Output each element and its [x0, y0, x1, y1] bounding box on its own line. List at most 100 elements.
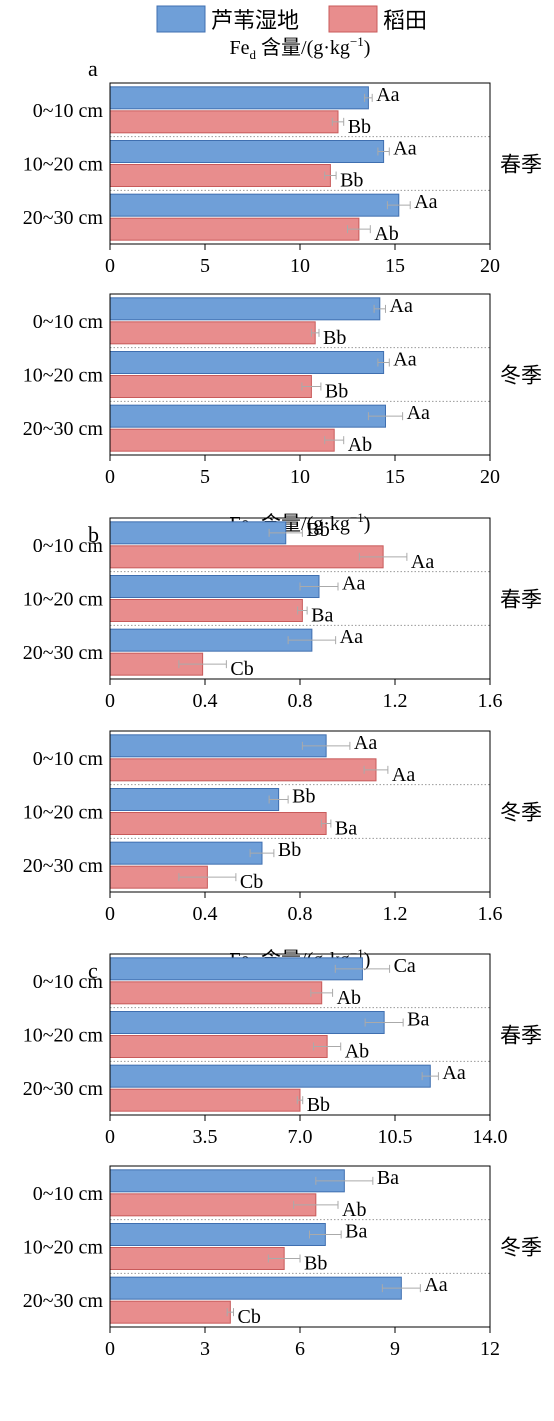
x-tick-label: 0	[105, 690, 115, 712]
category-label: 0~10 cm	[33, 748, 104, 770]
x-tick-label: 14.0	[473, 1126, 508, 1148]
panel-letter: c	[88, 958, 98, 983]
x-tick-label: 0	[105, 466, 115, 488]
x-tick-label: 10.5	[378, 1126, 413, 1148]
x-tick-label: 6	[295, 1338, 305, 1360]
x-tick-label: 20	[480, 466, 500, 488]
bar-reed-wetland	[109, 957, 363, 981]
season-label: 冬季	[500, 364, 542, 388]
x-tick-label: 12	[480, 1338, 500, 1360]
significance-label: Ab	[348, 434, 372, 456]
x-tick-label: 0.4	[193, 903, 218, 925]
season-label: 冬季	[500, 1236, 542, 1260]
category-label: 10~20 cm	[23, 1025, 104, 1047]
chart-title-end: )	[364, 949, 371, 971]
x-tick-label: 0.8	[288, 903, 313, 925]
bar-paddy-field	[109, 981, 323, 1005]
category-label: 10~20 cm	[23, 154, 104, 176]
bar-paddy-field	[109, 812, 327, 835]
bar-paddy-field	[109, 545, 384, 569]
significance-label: Aa	[442, 1062, 465, 1084]
legend-label-reed: 芦苇湿地	[211, 8, 299, 33]
bar-paddy-field	[109, 164, 331, 187]
significance-label: Bb	[292, 786, 315, 808]
bar-reed-wetland	[109, 841, 263, 865]
bar-paddy-field	[109, 1247, 285, 1270]
legend: 芦苇湿地 稻田	[156, 5, 427, 33]
bar-paddy-field	[109, 428, 335, 452]
season-label: 冬季	[500, 801, 542, 825]
chart-panel-2: 0~10 cm Aa Bb 10~20 cm Aa Bb 20~30 cm Aa Ab 0 5 10 1…	[23, 293, 542, 488]
significance-label: Cb	[230, 658, 253, 680]
significance-label: Cb	[240, 871, 263, 893]
significance-label: Ba	[345, 1221, 367, 1243]
bar-reed-wetland	[109, 297, 381, 321]
category-label: 20~30 cm	[23, 642, 104, 664]
category-label: 10~20 cm	[23, 802, 104, 824]
bar-paddy-field	[109, 321, 316, 345]
bar-reed-wetland	[109, 193, 400, 217]
chart-title-subscript: d	[250, 47, 257, 62]
legend-swatch-paddy	[328, 5, 378, 33]
bar-paddy-field	[109, 1088, 301, 1112]
significance-label: Aa	[393, 138, 416, 160]
bar-reed-wetland	[109, 140, 385, 163]
significance-label: Bb	[340, 170, 363, 192]
x-tick-label: 0.8	[288, 690, 313, 712]
significance-label: Bb	[304, 1253, 327, 1275]
chart-panel-4: 0~10 cm Aa Aa 10~20 cm Bb Ba 20~30 cm Bb Cb 0 0.4 0…	[23, 730, 542, 925]
bar-reed-wetland	[109, 351, 385, 374]
significance-label: Aa	[340, 626, 363, 648]
significance-label: Aa	[393, 349, 416, 371]
significance-label: Aa	[411, 551, 434, 573]
x-tick-label: 1.2	[383, 903, 408, 925]
x-tick-label: 0	[105, 903, 115, 925]
bar-reed-wetland	[109, 1169, 345, 1193]
significance-label: Ab	[345, 1041, 369, 1063]
bar-reed-wetland	[109, 86, 369, 110]
significance-label: Aa	[354, 732, 377, 754]
x-tick-label: 15	[385, 466, 405, 488]
x-tick-label: 1.2	[383, 690, 408, 712]
legend-label-paddy: 稻田	[383, 8, 427, 33]
bar-reed-wetland	[109, 1223, 326, 1246]
category-label: 0~10 cm	[33, 311, 104, 333]
x-tick-label: 10	[290, 255, 310, 277]
bar-reed-wetland	[109, 1064, 431, 1088]
bar-reed-wetland	[109, 521, 287, 545]
category-label: 0~10 cm	[33, 100, 104, 122]
panel-letter: b	[88, 522, 99, 547]
season-label: 春季	[500, 153, 542, 177]
bar-reed-wetland	[109, 628, 313, 652]
significance-label: Bb	[307, 1094, 330, 1116]
season-label: 春季	[500, 1024, 542, 1048]
bar-paddy-field	[109, 1035, 328, 1058]
significance-label: Bb	[348, 116, 371, 138]
significance-label: Aa	[424, 1274, 447, 1296]
bar-paddy-field	[109, 1193, 317, 1217]
x-tick-label: 0	[105, 255, 115, 277]
significance-label: Aa	[342, 573, 365, 595]
category-label: 0~10 cm	[33, 1183, 104, 1205]
significance-label: Ba	[311, 605, 333, 627]
chart-title-superscript: −1	[350, 34, 364, 49]
bar-paddy-field	[109, 110, 339, 134]
category-label: 0~10 cm	[33, 535, 104, 557]
significance-label: Bb	[325, 381, 348, 403]
significance-label: Ab	[342, 1199, 366, 1221]
category-label: 20~30 cm	[23, 1078, 104, 1100]
x-tick-label: 3	[200, 1338, 210, 1360]
bar-paddy-field	[109, 375, 312, 398]
chart-title-text: 含量/(g·kg	[256, 36, 350, 59]
significance-label: Ab	[337, 987, 361, 1009]
significance-label: Aa	[390, 295, 413, 317]
x-tick-label: 1.6	[478, 690, 503, 712]
legend-swatch-reed	[156, 5, 206, 33]
significance-label: Aa	[414, 191, 437, 213]
x-tick-label: 5	[200, 255, 210, 277]
